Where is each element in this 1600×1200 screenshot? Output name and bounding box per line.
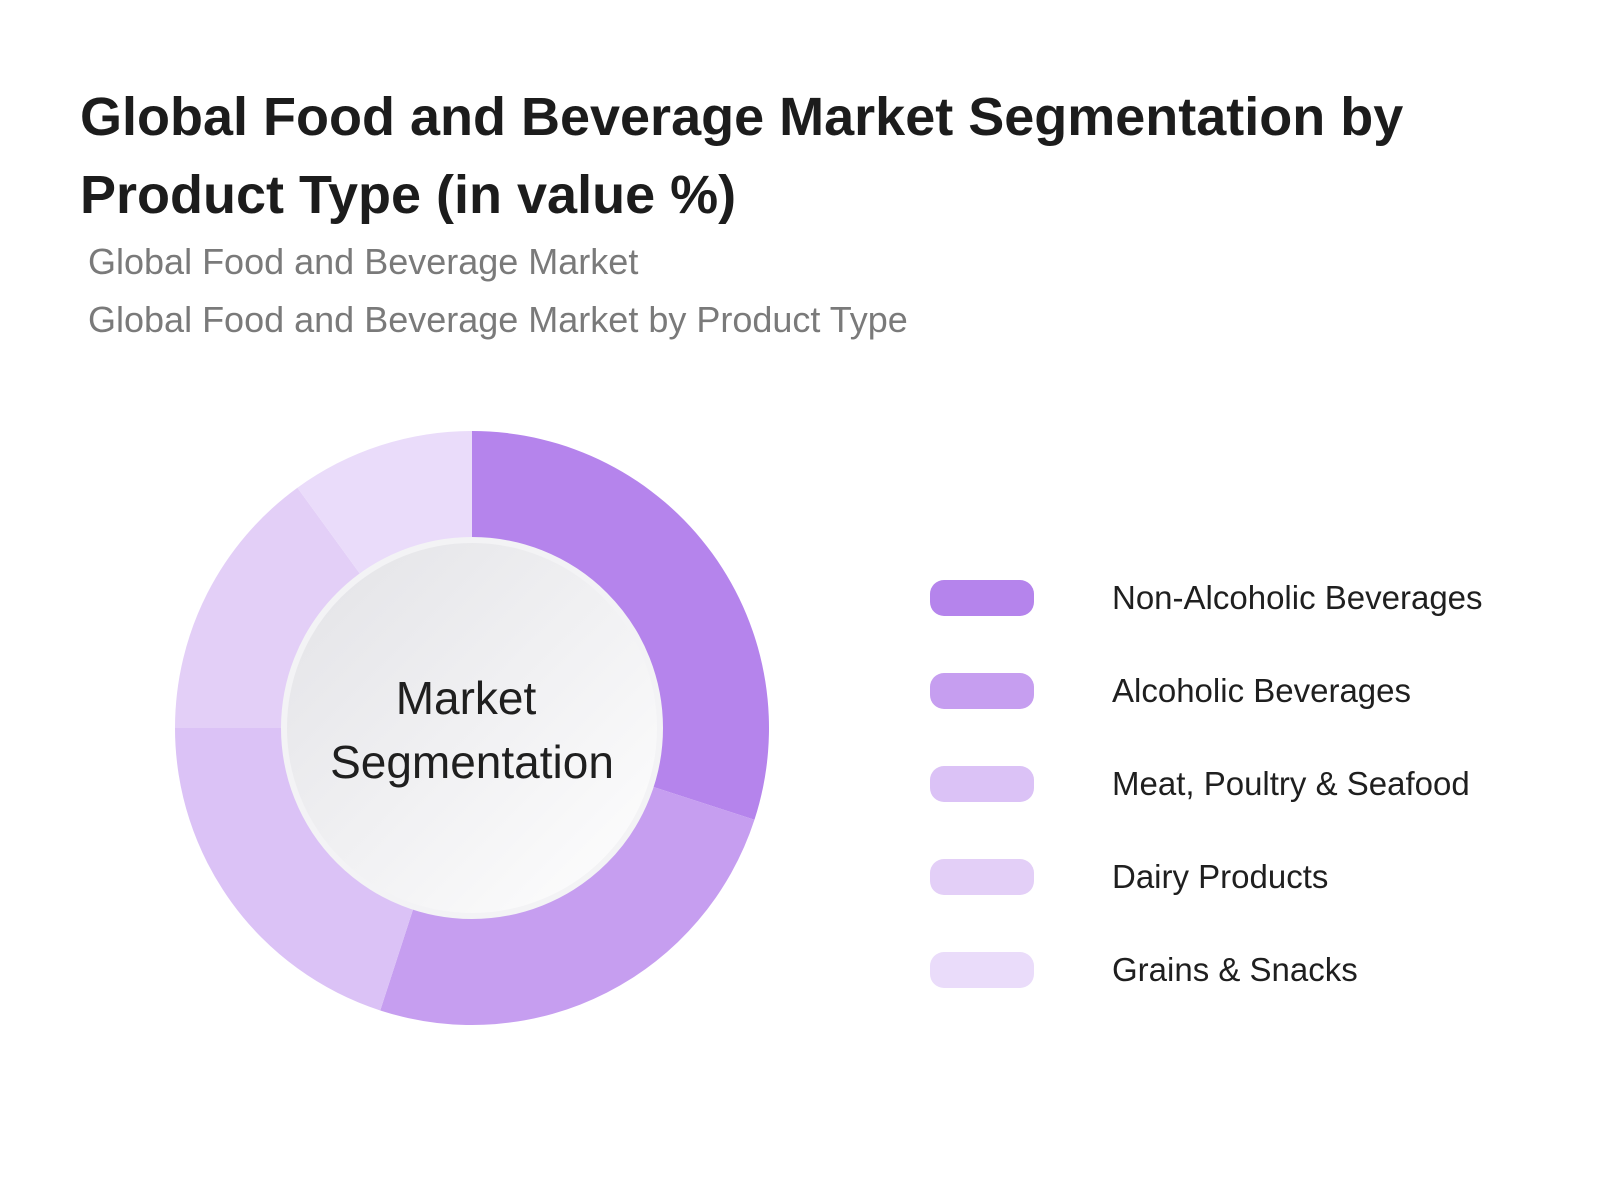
legend-label: Grains & Snacks xyxy=(1112,951,1358,988)
donut-slice-alcoholic-beverages xyxy=(380,786,755,1025)
chart-title: Global Food and Beverage Market Segmenta… xyxy=(80,87,1404,225)
legend-item: Alcoholic Beverages xyxy=(930,671,1570,711)
center-label-line-1: Market xyxy=(396,672,537,724)
donut-slice-meat-poultry-seafood xyxy=(175,728,414,1011)
legend-label: Alcoholic Beverages xyxy=(1112,672,1411,709)
legend-label: Meat, Poultry & Seafood xyxy=(1112,765,1470,802)
legend-swatch xyxy=(930,580,1034,616)
donut-slice-grains-snacks xyxy=(297,431,472,575)
legend-item: Meat, Poultry & Seafood xyxy=(930,764,1570,804)
legend-swatch xyxy=(930,673,1034,709)
legend-item: Dairy Products xyxy=(930,857,1570,897)
center-label-line-2: Segmentation xyxy=(330,736,614,788)
legend-label: Dairy Products xyxy=(1112,858,1329,895)
donut-slice-non-alcoholic-beverages xyxy=(472,431,770,820)
legend-label: Non-Alcoholic Beverages xyxy=(1112,579,1483,616)
legend-item: Grains & Snacks xyxy=(930,950,1570,990)
legend-swatch xyxy=(930,952,1034,988)
donut-slice-dairy-products xyxy=(175,487,361,728)
chart-subtitle-1: Global Food and Beverage Market xyxy=(88,241,639,282)
legend-swatch xyxy=(930,859,1034,895)
donut-center-disc xyxy=(281,537,663,919)
legend-swatch xyxy=(930,766,1034,802)
donut-slices xyxy=(175,431,770,1025)
legend-item: Non-Alcoholic Beverages xyxy=(930,578,1570,618)
chart-subtitle-2: Global Food and Beverage Market by Produ… xyxy=(88,299,908,340)
